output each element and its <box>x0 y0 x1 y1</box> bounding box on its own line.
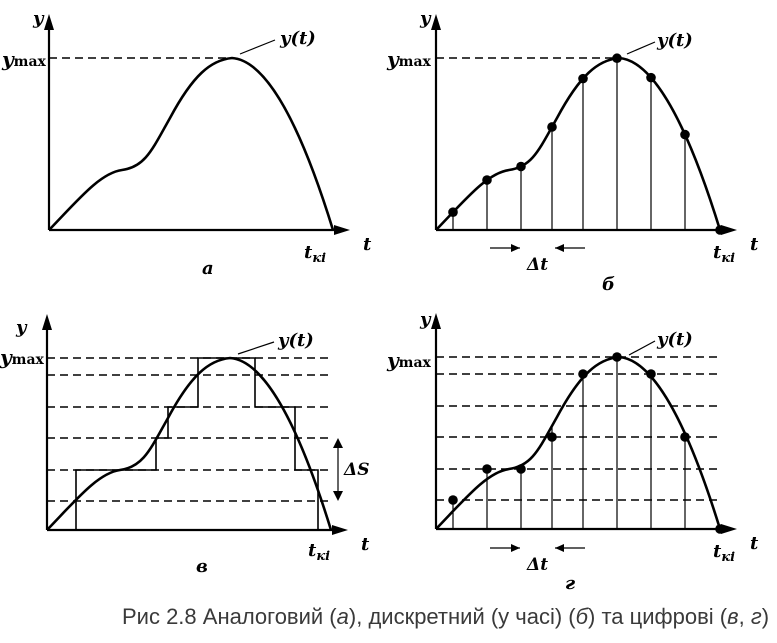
sample-dot-end <box>715 225 725 235</box>
panel-c-y-axis-label: y <box>15 317 28 338</box>
panel-c-axes <box>42 314 348 535</box>
panel-a-t-axis-label: t <box>363 234 372 255</box>
panel-c-quantization-levels <box>47 357 333 502</box>
panel-c-ds-label: ΔS <box>343 460 369 480</box>
panel-d-curve-leader <box>628 340 656 356</box>
panel-c-t-axis-label: t <box>361 534 370 555</box>
quantized-sample-dot <box>646 369 656 379</box>
quantized-sample-dot <box>448 495 458 505</box>
panel-d-samples <box>448 352 725 534</box>
panel-b-dt-marker <box>490 244 585 252</box>
panel-c-ds-marker <box>333 438 343 501</box>
panel-b-curve-label: y(t) <box>656 30 693 51</box>
panel-a-end-label: tкі <box>304 242 326 266</box>
panel-b-ymax-label: ymax <box>386 47 432 71</box>
panel-b-samples <box>448 53 725 235</box>
quantized-sample-dot <box>680 432 690 442</box>
panel-a-ymax-label: ymax <box>1 47 47 71</box>
quantized-sample-dot <box>547 432 557 442</box>
panel-d-end-label: tкі <box>713 541 735 565</box>
panel-d-letter: г <box>565 573 575 594</box>
panel-b-signal-curve <box>434 56 722 232</box>
panel-d-y-axis-label: y <box>419 309 432 330</box>
panel-c-curve-leader <box>237 341 275 355</box>
panel-d-t-axis-label: t <box>750 533 759 554</box>
panel-d-quantization-levels <box>436 356 722 501</box>
panel-b-letter: б <box>602 274 615 295</box>
quantized-sample-dot <box>482 464 492 474</box>
panel-b-dt-label: Δt <box>526 255 548 275</box>
panel-d-dt-marker <box>490 544 585 552</box>
panel-a-y-axis-label: y <box>32 8 45 29</box>
sample-dot <box>482 175 492 185</box>
figure-caption: Рис 2.8 Аналоговий (а), дискретний (у ча… <box>122 604 769 629</box>
panel-a-letter: а <box>202 258 214 279</box>
quantized-sample-dot <box>612 352 622 362</box>
quantized-sample-dot <box>516 464 526 474</box>
panel-d: Δt y t ymax y(t) tкі г <box>386 309 759 594</box>
panel-a-curve-leader <box>239 39 276 55</box>
quantized-sample-dot <box>578 369 588 379</box>
panel-d-signal-curve <box>434 355 722 531</box>
sample-dot <box>547 122 557 132</box>
sample-dot-end <box>715 524 725 534</box>
panel-c-end-label: tкі <box>308 540 330 564</box>
panel-a: y t ymax y(t) tкі а <box>1 8 372 279</box>
sample-dot <box>578 73 588 84</box>
panel-c: ΔS y t ymax y(t) tкі в <box>0 314 370 577</box>
panel-d-ymax-label: ymax <box>386 348 432 372</box>
sample-dot <box>680 129 690 140</box>
sample-dot <box>516 161 526 172</box>
sample-dot <box>448 207 458 217</box>
panel-b-end-label: tкі <box>713 242 735 266</box>
panel-c-staircase <box>75 357 319 530</box>
panel-c-letter: в <box>196 556 208 577</box>
panel-a-curve-label: y(t) <box>279 28 316 49</box>
sample-dot <box>612 53 622 64</box>
panel-d-dt-label: Δt <box>526 555 548 575</box>
panel-c-curve-label: y(t) <box>277 330 314 351</box>
panel-b: Δt y t ymax y(t) tкі б <box>386 8 759 295</box>
panel-a-axes <box>44 14 350 235</box>
panel-b-y-axis-label: y <box>419 8 432 29</box>
sample-dot <box>646 72 656 83</box>
panel-a-signal-curve <box>47 56 335 232</box>
panel-c-ymax-label: ymax <box>0 345 45 369</box>
panel-c-signal-curve <box>45 356 333 532</box>
panel-b-curve-leader <box>626 41 656 55</box>
panel-d-curve-label: y(t) <box>656 329 693 350</box>
panel-b-t-axis-label: t <box>750 234 759 255</box>
